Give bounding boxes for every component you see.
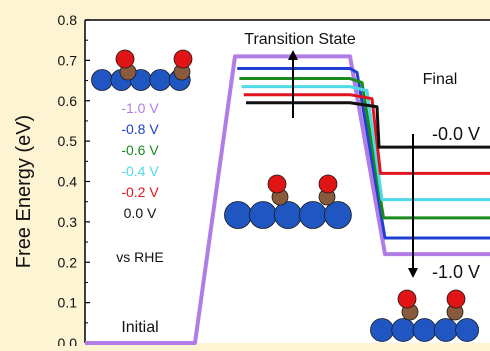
oxygen-atom bbox=[397, 289, 417, 309]
legend-entry: -1.0 V bbox=[121, 100, 159, 116]
final-surface-atom bbox=[412, 318, 437, 342]
y-axis-label: Free Energy (eV) bbox=[13, 115, 35, 268]
legend-entry: -0.2 V bbox=[121, 184, 159, 200]
chart-labels: -1.0 V -0.8 V -0.6 V -0.4 V -0.2 V 0.0 V vs RH… bbox=[116, 31, 480, 336]
molecule-illustrations bbox=[91, 49, 480, 342]
initial-surface-atom bbox=[91, 69, 113, 91]
oxygen-atom bbox=[173, 49, 193, 69]
y-tick-label: 0.7 bbox=[58, 52, 78, 68]
y-tick-label: 0.0 bbox=[58, 335, 78, 346]
final-surface-atom bbox=[391, 318, 416, 342]
final-arrow-head bbox=[408, 268, 418, 278]
state-label-initial: Initial bbox=[121, 319, 158, 336]
ts-surface-atom bbox=[323, 201, 352, 229]
oxygen-atom bbox=[267, 174, 287, 194]
ts-surface-atom bbox=[299, 201, 327, 229]
series-line--0.6 V bbox=[239, 77, 490, 220]
series-line-0.0 V bbox=[246, 101, 490, 149]
final-surface-atom bbox=[370, 318, 394, 342]
legend-entry: -0.8 V bbox=[121, 121, 159, 137]
reference-label: vs RHE bbox=[116, 249, 163, 265]
final-surface-atom bbox=[433, 318, 458, 342]
arrow-label-top: -0.0 V bbox=[432, 124, 480, 144]
initial-surface-atom bbox=[149, 69, 172, 91]
oxygen-atom bbox=[446, 289, 466, 309]
series-line--0.2 V bbox=[243, 93, 490, 175]
y-tick-label: 0.3 bbox=[58, 214, 78, 230]
y-tick-label: 0.6 bbox=[58, 93, 78, 109]
y-tick-label: 0.1 bbox=[58, 295, 78, 311]
series-line--0.4 V bbox=[241, 85, 490, 202]
y-tick-label: 0.4 bbox=[58, 174, 78, 190]
final-surface-atom bbox=[455, 318, 480, 342]
y-tick-label: 0.5 bbox=[58, 133, 78, 149]
state-label-transition: Transition State bbox=[244, 31, 356, 48]
arrow-label-bottom: -1.0 V bbox=[432, 262, 480, 282]
ts-surface-atom bbox=[224, 201, 252, 229]
ts-arrow-head bbox=[288, 50, 298, 60]
axes: 0.8 0.7 0.6 0.5 0.4 0.3 0.2 0.1 0.0 Free Energy (… bbox=[13, 12, 490, 351]
series-line--0.8 V bbox=[237, 66, 490, 240]
legend-entry: -0.6 V bbox=[121, 142, 159, 158]
state-label-final: Final bbox=[423, 71, 458, 88]
ts-surface-atom bbox=[249, 201, 277, 229]
oxygen-atom bbox=[318, 174, 338, 194]
oxygen-atom bbox=[115, 49, 135, 69]
y-tick-label: 0.2 bbox=[58, 254, 78, 270]
series-lines bbox=[85, 54, 490, 345]
ts-surface-atom bbox=[274, 201, 302, 229]
y-tick-label: 0.8 bbox=[58, 12, 78, 28]
legend-entry: -0.4 V bbox=[121, 163, 159, 179]
legend-entry: 0.0 V bbox=[124, 205, 157, 221]
